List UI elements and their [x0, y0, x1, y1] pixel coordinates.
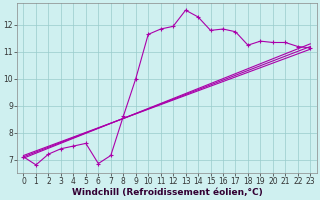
X-axis label: Windchill (Refroidissement éolien,°C): Windchill (Refroidissement éolien,°C): [72, 188, 262, 197]
